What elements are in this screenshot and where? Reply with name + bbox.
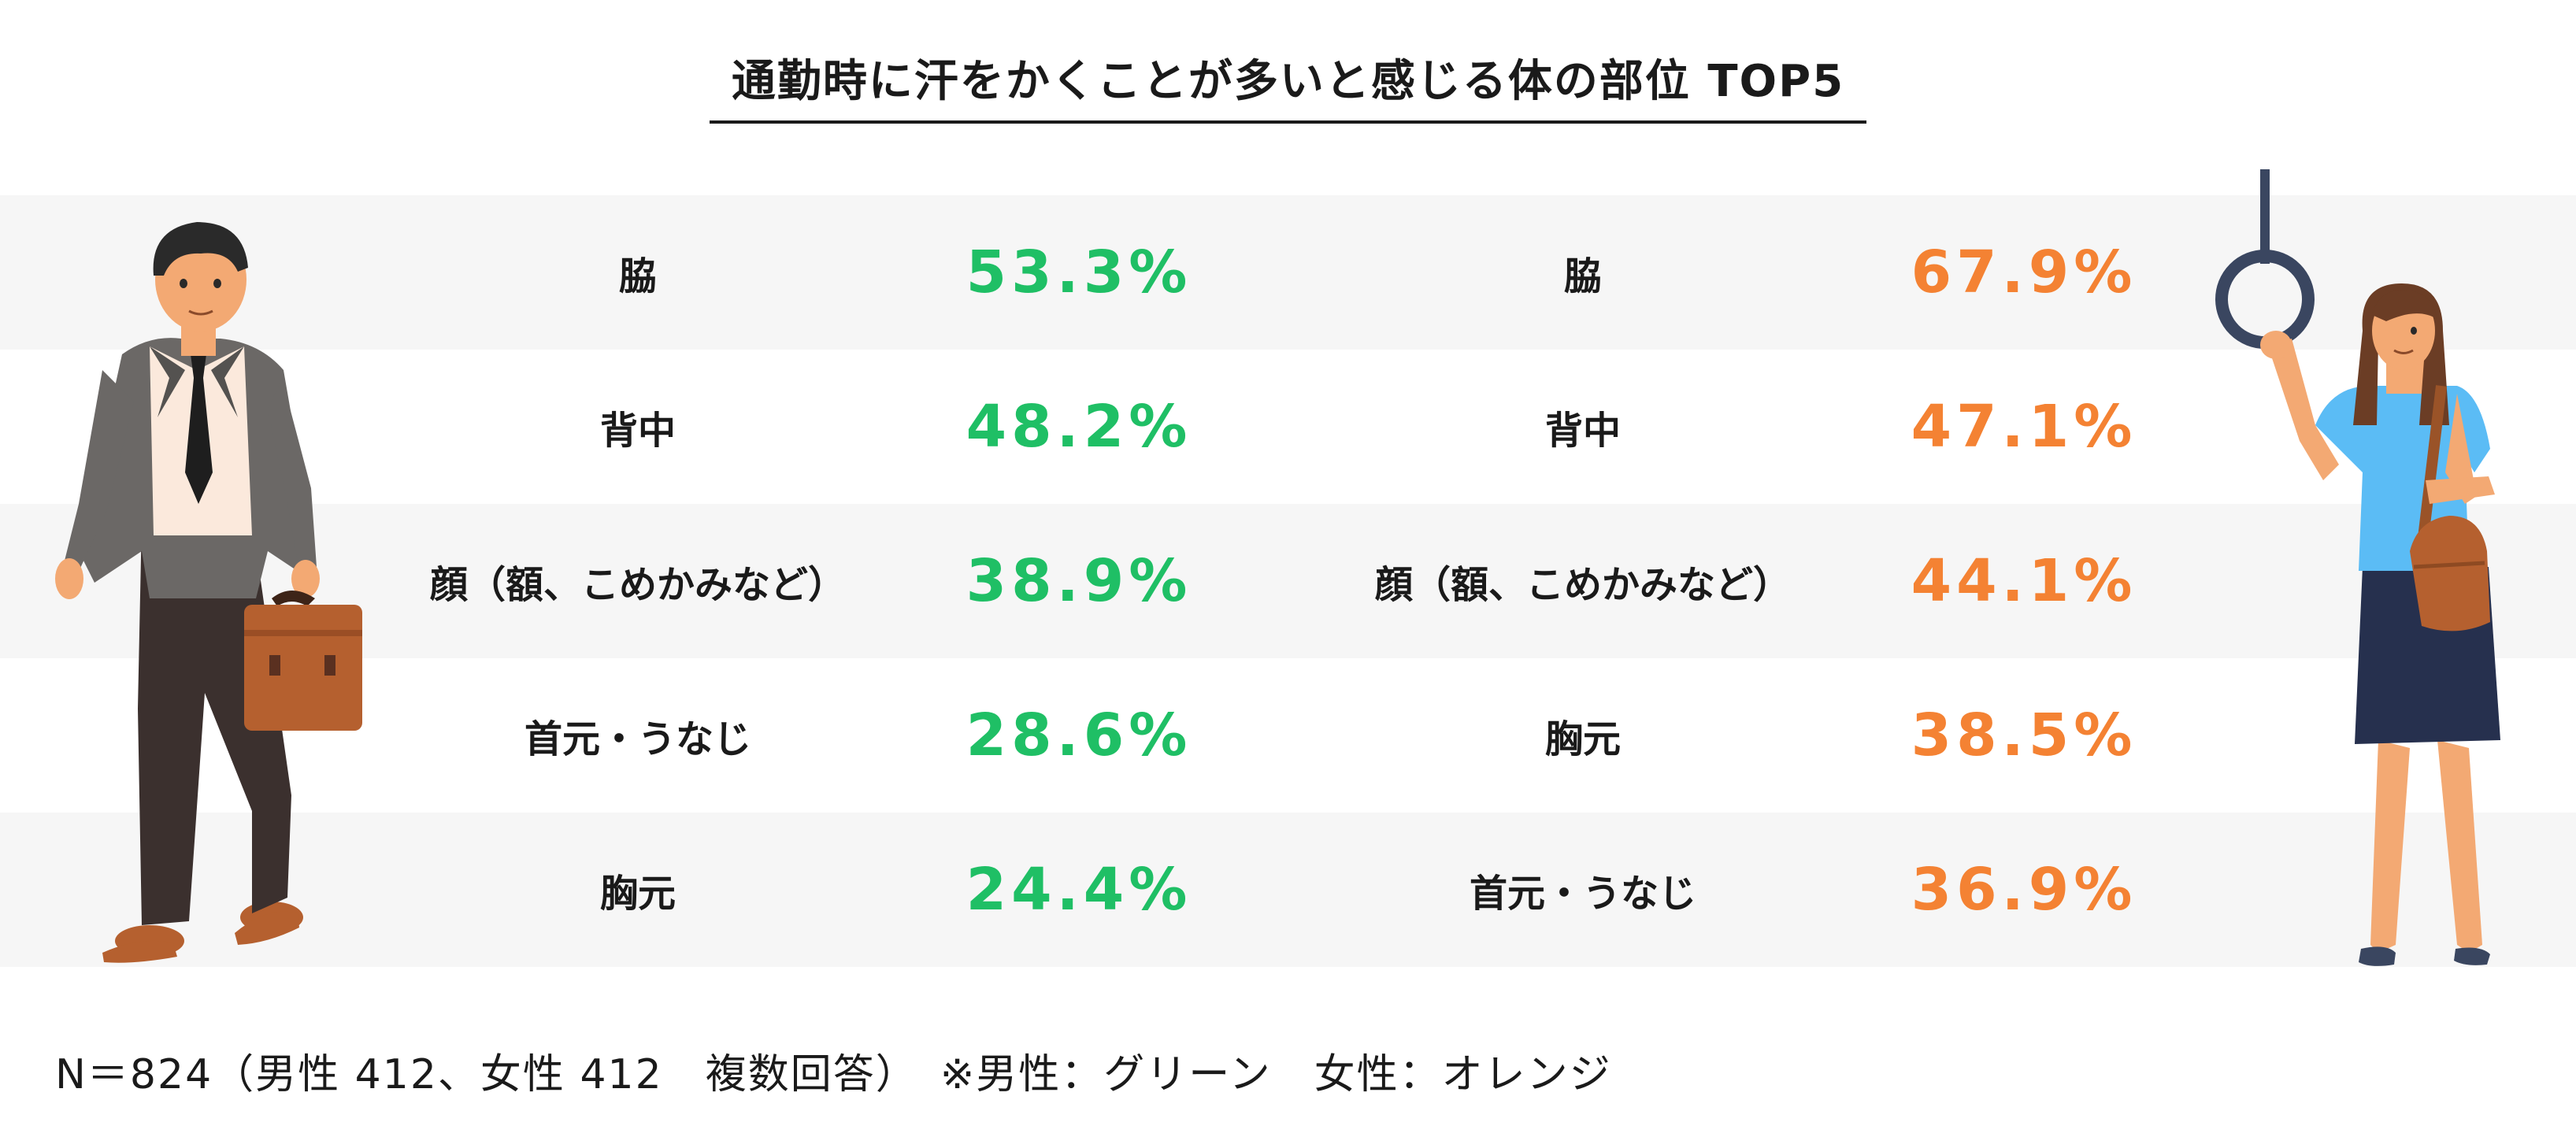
male-label: 脇 xyxy=(618,254,657,298)
table-row: 脇 53.3% 脇 67.9% xyxy=(0,195,2576,350)
male-label: 背中 xyxy=(599,409,676,453)
ranking-table: 脇 53.3% 脇 67.9% 背中 48.2% 背中 47.1% 顔（額、こめ… xyxy=(0,195,2576,967)
male-value: 48.2% xyxy=(966,393,1192,461)
female-label: 脇 xyxy=(1563,254,1602,298)
male-label: 首元・うなじ xyxy=(524,717,751,761)
female-commuter-illustration xyxy=(2215,169,2500,966)
male-label: 胸元 xyxy=(599,872,676,916)
female-value: 44.1% xyxy=(1911,547,2137,615)
male-value: 38.9% xyxy=(966,547,1192,615)
table-row: 背中 48.2% 背中 47.1% xyxy=(0,350,2576,504)
female-value: 38.5% xyxy=(1911,702,2137,769)
female-value: 67.9% xyxy=(1911,239,2137,306)
female-label: 背中 xyxy=(1544,409,1621,453)
female-label: 顔（額、こめかみなど） xyxy=(1374,563,1791,607)
female-label: 胸元 xyxy=(1544,717,1621,761)
table-row: 顔（額、こめかみなど） 38.9% 顔（額、こめかみなど） 44.1% xyxy=(0,504,2576,658)
male-value: 28.6% xyxy=(966,702,1192,769)
male-value: 24.4% xyxy=(966,856,1192,924)
table-row: 胸元 24.4% 首元・うなじ 36.9% xyxy=(0,813,2576,967)
footnote: N＝824（男性 412、女性 412 複数回答） ※男性：グリーン 女性：オレ… xyxy=(55,1051,1612,1098)
female-value: 47.1% xyxy=(1911,393,2137,461)
female-value: 36.9% xyxy=(1911,856,2137,924)
male-label: 顔（額、こめかみなど） xyxy=(429,563,846,607)
table-row: 首元・うなじ 28.6% 胸元 38.5% xyxy=(0,658,2576,813)
chart-title: 通勤時に汗をかくことが多いと感じる体の部位 TOP5 xyxy=(0,46,2576,124)
male-value: 53.3% xyxy=(966,239,1192,306)
male-commuter-illustration xyxy=(55,222,362,963)
female-label: 首元・うなじ xyxy=(1469,872,1696,916)
